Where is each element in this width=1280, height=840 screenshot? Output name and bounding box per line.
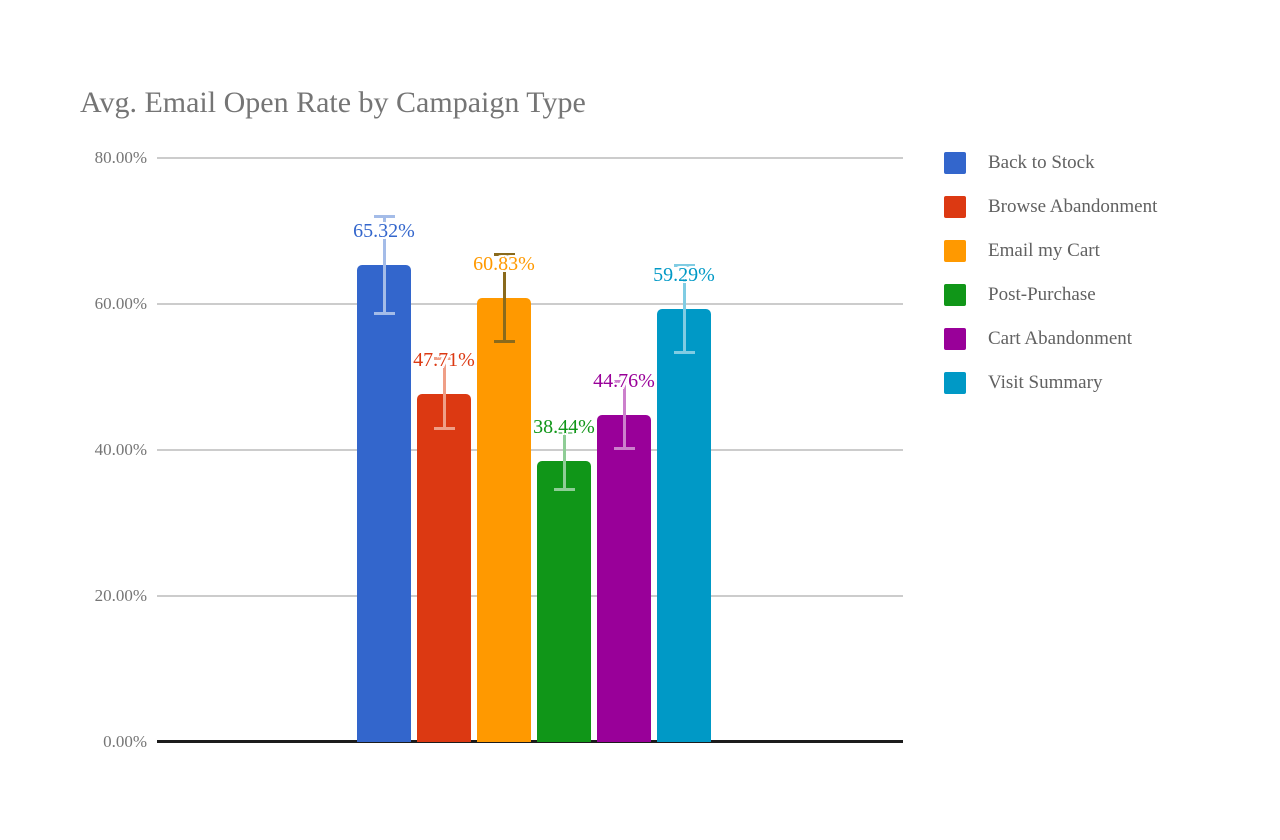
error-bar-bottom-cap xyxy=(493,340,515,344)
bar-cart-abandonment[interactable] xyxy=(597,415,651,742)
legend: Back to Stock Browse Abandonment Email my … xyxy=(944,152,1157,416)
error-bar-top-cap xyxy=(433,357,455,361)
data-label: 38.44% xyxy=(533,416,595,439)
y-axis-tick-label: 80.00% xyxy=(94,148,147,167)
error-bar-line xyxy=(562,432,566,490)
data-label: 47.71% xyxy=(413,348,475,371)
error-bar-bottom-cap xyxy=(433,427,455,431)
error-bar-line xyxy=(382,216,386,314)
error-bar-line xyxy=(442,358,446,429)
bar-email-my-cart[interactable] xyxy=(477,297,531,742)
legend-swatch-icon xyxy=(944,152,966,174)
legend-item-visit-summary[interactable]: Visit Summary xyxy=(944,372,1157,394)
legend-item-browse-abandonment[interactable]: Browse Abandonment xyxy=(944,196,1157,218)
error-bar-bottom-cap xyxy=(613,447,635,451)
data-label: 59.29% xyxy=(653,264,715,287)
y-axis-tick-label: 0.00% xyxy=(103,732,147,751)
bar-browse-abandonment[interactable] xyxy=(417,393,471,742)
legend-label: Cart Abandonment xyxy=(988,328,1133,349)
data-label: 60.83% xyxy=(473,252,535,275)
error-bar-bottom-cap xyxy=(373,311,395,315)
legend-item-back-to-stock[interactable]: Back to Stock xyxy=(944,152,1157,174)
chart-title: Avg. Email Open Rate by Campaign Type xyxy=(80,86,586,119)
bar-back-to-stock[interactable] xyxy=(357,265,411,742)
y-axis-tick-label: 60.00% xyxy=(94,294,147,313)
legend-swatch-icon xyxy=(944,196,966,218)
legend-swatch-icon xyxy=(944,328,966,350)
bar-post-purchase[interactable] xyxy=(537,461,591,742)
legend-label: Browse Abandonment xyxy=(988,196,1158,217)
legend-swatch-icon xyxy=(944,240,966,262)
legend-item-email-my-cart[interactable]: Email my Cart xyxy=(944,240,1157,262)
error-bar-line xyxy=(502,254,506,342)
y-axis-tick-label: 40.00% xyxy=(94,440,147,459)
bar-visit-summary[interactable] xyxy=(657,309,711,742)
error-bar-line xyxy=(682,265,686,353)
legend-label: Post-Purchase xyxy=(988,284,1096,305)
data-label: 65.32% xyxy=(353,220,415,243)
error-bar-top-cap xyxy=(673,263,695,267)
data-label: 44.76% xyxy=(593,370,655,393)
legend-swatch-icon xyxy=(944,284,966,306)
error-bar-top-cap xyxy=(553,431,575,435)
legend-label: Email my Cart xyxy=(988,240,1100,261)
error-bar-bottom-cap xyxy=(673,351,695,355)
error-bar-top-cap xyxy=(373,215,395,219)
error-bar-top-cap xyxy=(613,380,635,384)
error-bar-top-cap xyxy=(493,252,515,256)
error-bar-line xyxy=(622,381,626,449)
legend-item-post-purchase[interactable]: Post-Purchase xyxy=(944,284,1157,306)
error-bar-bottom-cap xyxy=(553,488,575,492)
gridline xyxy=(157,157,903,159)
y-axis-tick-label: 20.00% xyxy=(94,586,147,605)
legend-item-cart-abandonment[interactable]: Cart Abandonment xyxy=(944,328,1157,350)
legend-label: Visit Summary xyxy=(988,372,1103,393)
legend-swatch-icon xyxy=(944,372,966,394)
legend-label: Back to Stock xyxy=(988,152,1095,173)
